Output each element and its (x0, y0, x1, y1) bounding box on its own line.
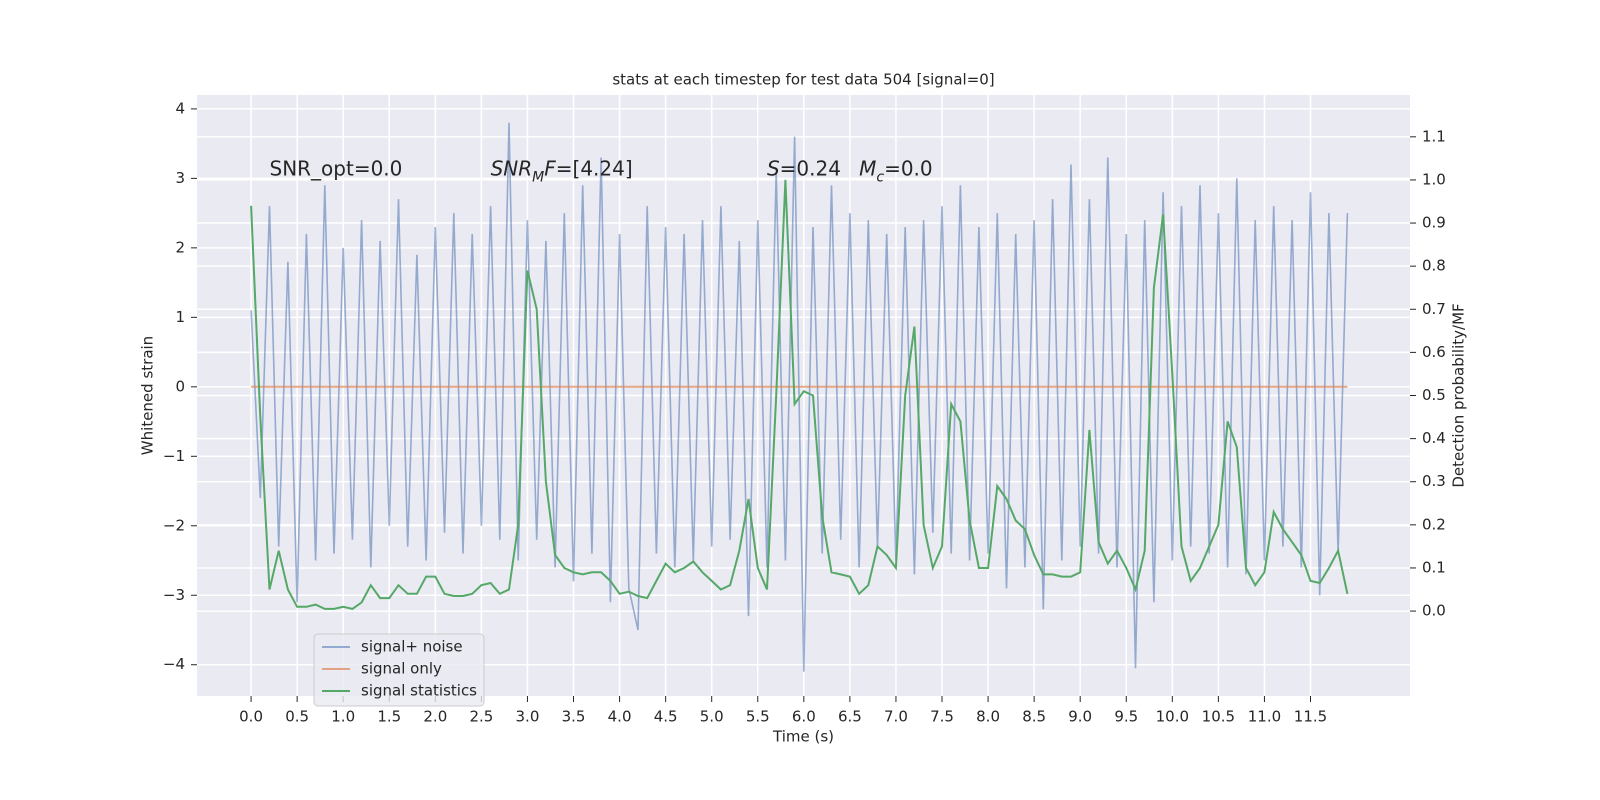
x-tick-label: 8.5 (1022, 708, 1046, 726)
annotation-part: c (876, 169, 884, 185)
x-tick-label: 6.0 (792, 708, 816, 726)
y2-tick-label: 0.2 (1422, 515, 1446, 533)
x-tick-label: 5.0 (700, 708, 724, 726)
x-tick-label: 10.0 (1156, 708, 1189, 726)
y2-tick-label: 0.0 (1422, 602, 1446, 620)
x-tick-label: 2.0 (423, 708, 447, 726)
y-tick-label: 1 (175, 308, 185, 326)
x-tick-label: 3.5 (562, 708, 586, 726)
x-tick-label: 9.5 (1114, 708, 1138, 726)
y2-tick-label: 0.3 (1422, 472, 1446, 490)
annotation: S=0.24 (767, 156, 841, 180)
annotation-part: F (544, 156, 556, 180)
x-tick-label: 6.5 (838, 708, 862, 726)
x-tick-label: 0.0 (239, 708, 263, 726)
x-tick-label: 7.0 (884, 708, 908, 726)
y-tick-label: −3 (163, 586, 185, 604)
annotation-part: SNR_opt=0.0 (270, 156, 403, 180)
y-tick-label: −2 (163, 516, 185, 534)
x-tick-label: 5.5 (746, 708, 770, 726)
y2-tick-label: 0.6 (1422, 343, 1446, 361)
x-axis-label: Time (s) (772, 728, 834, 746)
annotation: SNR_opt=0.0 (270, 156, 403, 180)
y2-tick-label: 1.0 (1422, 170, 1446, 188)
y2-tick-label: 0.5 (1422, 386, 1446, 404)
y-tick-label: −1 (163, 447, 185, 465)
annotation-part: =0.24 (780, 156, 841, 180)
x-tick-label: 4.5 (654, 708, 678, 726)
legend-label: signal+ noise (361, 638, 463, 656)
y2-tick-label: 0.4 (1422, 429, 1446, 447)
legend-label: signal only (361, 660, 442, 678)
x-tick-label: 10.5 (1202, 708, 1235, 726)
y-tick-label: −4 (163, 655, 185, 673)
x-tick-label: 3.0 (516, 708, 540, 726)
annotation-part: M (532, 169, 544, 185)
y2-axis-label: Detection probability/MF (1450, 303, 1468, 487)
y-tick-label: 4 (175, 99, 185, 117)
x-tick-label: 11.5 (1294, 708, 1327, 726)
series-line (250, 179, 1349, 610)
annotation-part: S (767, 156, 780, 180)
y2-tick-label: 0.1 (1422, 558, 1446, 576)
y2-tick-label: 0.7 (1422, 300, 1446, 318)
y2-tick-label: 1.1 (1422, 127, 1446, 145)
chart-title: stats at each timestep for test data 504… (612, 71, 994, 89)
annotation-part: =[4.24] (556, 156, 633, 180)
x-tick-label: 2.5 (469, 708, 493, 726)
y-axis-label: Whitened strain (139, 336, 157, 455)
legend-label: signal statistics (361, 682, 477, 700)
x-tick-label: 4.0 (608, 708, 632, 726)
annotation-part: M (859, 156, 876, 180)
x-tick-label: 1.0 (331, 708, 355, 726)
x-tick-label: 0.5 (285, 708, 309, 726)
y2-tick-label: 0.9 (1422, 214, 1446, 232)
x-tick-label: 7.5 (930, 708, 954, 726)
x-tick-label: 11.0 (1248, 708, 1281, 726)
annotation-part: =0.0 (884, 156, 933, 180)
x-tick-label: 9.0 (1068, 708, 1092, 726)
annotation: SNRMF=[4.24] (491, 156, 633, 186)
annotation: Mc=0.0 (859, 156, 933, 186)
legend-box (313, 633, 485, 707)
x-tick-label: 1.5 (377, 708, 401, 726)
y-tick-label: 0 (175, 377, 185, 395)
y2-tick-label: 0.8 (1422, 257, 1446, 275)
y-tick-label: 3 (175, 169, 185, 187)
y-tick-label: 2 (175, 238, 185, 256)
annotation-part: SNR (491, 156, 533, 180)
x-tick-label: 8.0 (976, 708, 1000, 726)
